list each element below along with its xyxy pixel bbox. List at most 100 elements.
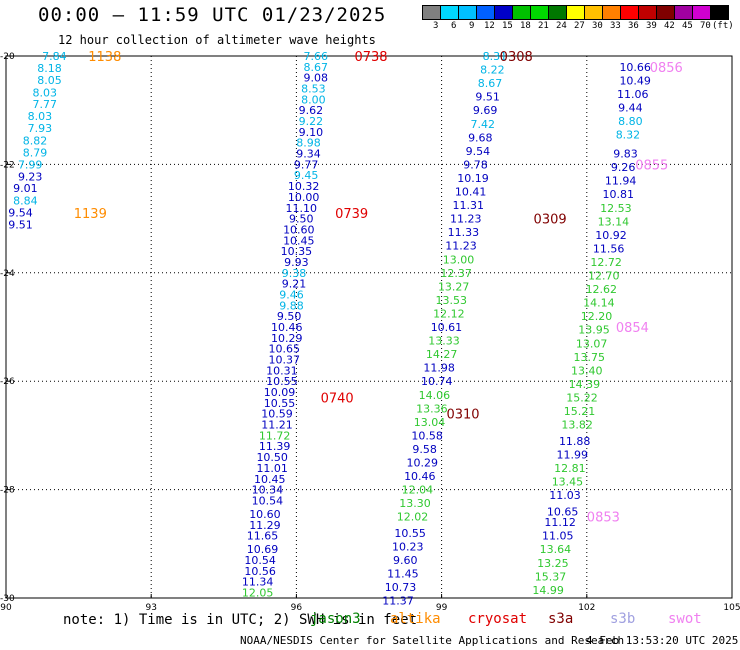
wave-height-value: 9.22 [299,115,324,128]
wave-height-value: 10.00 [288,191,320,204]
wave-height-value: 10.73 [385,581,417,594]
color-scale-label: 36 [628,21,639,31]
color-scale-label: 70 [700,21,711,31]
pass-time-label: 0856 [650,61,683,76]
wave-height-value: 11.34 [242,576,274,589]
wave-height-value: 13.04 [414,416,446,429]
wave-height-value: 9.38 [282,267,307,280]
wave-height-value: 15.37 [535,570,567,583]
wave-height-value: 11.06 [617,88,649,101]
wave-height-value: 10.59 [261,408,293,421]
color-scale-label: 12 [484,21,495,31]
wave-height-value: 9.54 [8,207,33,220]
wave-height-value: 10.23 [392,541,424,554]
pass-time-label: 0739 [335,207,368,222]
wave-height-value: 10.65 [547,505,579,518]
wave-height-value: 11.29 [249,519,281,532]
wave-height-value: 14.27 [426,348,458,361]
wave-height-value: 12.81 [554,462,586,475]
y-tick-label: -28 [0,486,15,496]
color-scale-label: 45 [682,21,693,31]
wave-height-value: 8.67 [478,77,503,90]
wave-height-value: 13.75 [573,351,605,364]
wave-height-value: 13.53 [436,294,468,307]
wave-height-value: 9.68 [468,131,493,144]
wave-height-value: 10.74 [421,375,453,388]
wave-height-value: 9.60 [393,554,418,567]
wave-height-value: 13.95 [578,324,610,337]
wave-height-value: 10.45 [283,234,315,247]
wave-height-value: 10.29 [271,332,303,345]
color-scale-label: 39 [646,21,657,31]
wave-height-value: 12.04 [402,484,434,497]
wave-height-value: 9.83 [613,148,638,161]
wave-height-value: 8.80 [618,115,643,128]
wave-height-value: 10.09 [264,386,296,399]
wave-height-value: 14.14 [583,297,615,310]
wave-height-value: 15.21 [564,405,596,418]
color-scale-legend: 3 6 9 12 15 18 21 24 27 30 33 36 39 42 45 70 (ft) [422,5,734,35]
y-tick-label: -26 [0,377,15,387]
satellite-legend: jason3 altika cryosat s3a s3b swot [0,611,740,631]
wave-height-value: 10.19 [457,172,489,185]
wave-height-value: 9.69 [473,104,498,117]
wave-height-value: 11.05 [542,530,574,543]
wave-height-value: 13.14 [598,215,630,228]
wave-height-value: 9.77 [294,158,319,171]
x-tick-label: 102 [578,603,595,613]
wave-height-value: 9.10 [299,126,324,139]
chart-title: 00:00 – 11:59 UTC 01/23/2025 [38,4,387,26]
wave-height-value: 10.60 [249,508,281,521]
satellite-legend-cryosat: cryosat [468,611,528,627]
wave-height-value: 10.50 [256,451,288,464]
wave-height-value: 9.51 [475,91,500,104]
pass-time-label: 1138 [88,50,121,65]
color-scale-label: 18 [520,21,531,31]
wave-height-value: 8.67 [304,61,329,74]
wave-height-value: 11.98 [423,362,455,375]
satellite-legend-jason3: jason3 [310,611,361,627]
wave-height-value: 8.03 [32,86,57,99]
wave-height-value: 8.82 [23,135,48,148]
wave-height-value: 10.35 [281,245,313,258]
wave-height-value: 11.01 [256,462,288,475]
wave-height-value: 9.45 [294,169,319,182]
wave-height-value: 8.31 [483,50,508,63]
satellite-legend-s3b: s3b [610,611,636,627]
wave-height-value: 10.45 [254,473,286,486]
wave-height-value: 10.55 [264,397,296,410]
wave-height-value: 11.12 [544,516,576,529]
plot-frame [5,55,733,599]
wave-height-value: 7.84 [42,50,67,63]
wave-height-value: 12.37 [440,267,472,280]
wave-height-value: 12.02 [397,511,429,524]
wave-height-value: 10.58 [411,429,443,442]
wave-height-value: 11.99 [557,448,589,461]
wave-height-value: 8.84 [13,195,38,208]
wave-height-value: 10.56 [244,565,276,578]
footer-timestamp: 4 Feb 13:53:20 UTC 2025 [586,634,739,647]
wave-height-value: 9.26 [611,161,636,174]
y-tick-label: -22 [0,160,15,170]
color-scale-label: 24 [556,21,567,31]
wave-height-value: 9.78 [463,158,488,171]
pass-time-label: 0853 [587,511,620,526]
wave-height-value: 11.45 [387,568,419,581]
x-tick-label: 90 [0,603,12,613]
wave-height-value: 13.25 [537,557,569,570]
wave-height-value: 7.93 [28,122,53,135]
wave-height-value: 8.05 [37,74,62,87]
wave-height-value: 10.29 [406,457,438,470]
wave-height-value: 9.50 [277,310,302,323]
wave-height-value: 8.18 [37,62,62,75]
wave-height-value: 12.53 [600,202,632,215]
wave-height-value: 8.98 [296,137,321,150]
footer-credit: NOAA/NESDIS Center for Satellite Applica… [240,634,625,647]
x-tick-label: 99 [436,603,448,613]
color-scale-label: (ft) [712,21,734,31]
wave-height-value: 10.31 [266,364,298,377]
wave-height-value: 8.03 [28,110,53,123]
wave-height-value: 11.23 [450,213,482,226]
wave-height-value: 11.33 [448,226,480,239]
wave-height-value: 10.46 [404,470,436,483]
